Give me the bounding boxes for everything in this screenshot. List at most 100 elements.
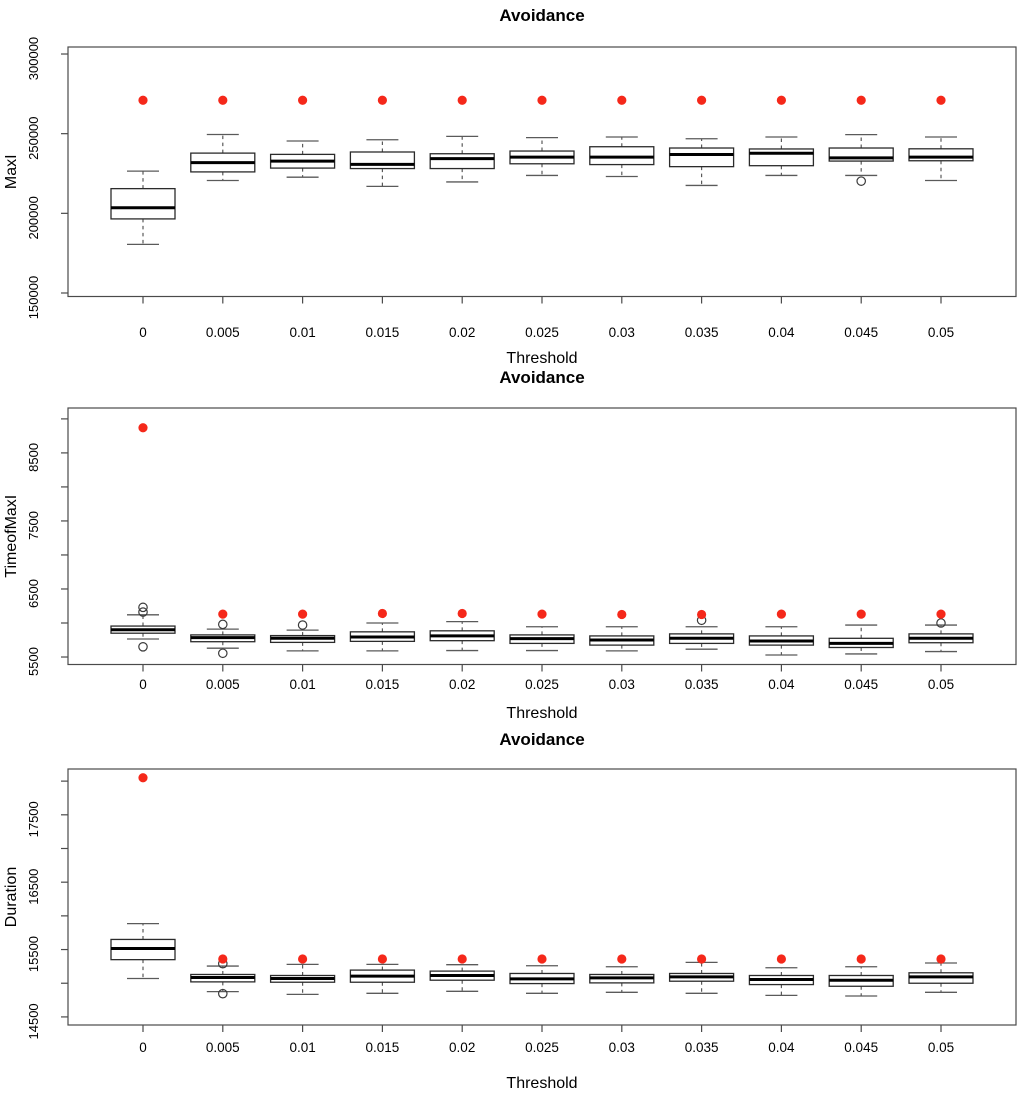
iqr-box: [748, 148, 815, 167]
red-marker-point: [617, 954, 627, 964]
boxplot-threshold-0.01: [269, 95, 336, 178]
red-marker-point: [537, 95, 547, 105]
chart-title: Avoidance: [499, 730, 584, 749]
iqr-box: [349, 151, 416, 170]
x-axis-label: Threshold: [506, 350, 577, 367]
red-marker-point: [218, 95, 228, 105]
x-tick-label: 0.005: [206, 325, 240, 340]
red-marker-point: [697, 609, 707, 620]
x-tick-label: 0.015: [366, 1040, 400, 1055]
boxplot-threshold-0.04: [748, 95, 815, 177]
red-marker-point: [218, 609, 228, 619]
red-marker-point: [697, 95, 707, 105]
red-marker-point: [457, 954, 467, 964]
red-marker-point: [298, 609, 308, 619]
chart-maxi: Avoidance 150000 200000 250000 300000 MaxI 0 0.…: [3, 6, 1017, 367]
red-marker-point: [537, 954, 547, 964]
x-tick-label: 0.035: [685, 677, 719, 692]
boxplot-threshold-0: [110, 95, 176, 246]
boxplot-threshold-0.045: [828, 95, 894, 186]
boxplot-threshold-0.045: [828, 954, 894, 997]
x-tick-label: 0.045: [844, 325, 878, 340]
red-marker-point: [856, 954, 866, 964]
x-tick-label: 0.02: [449, 677, 475, 692]
outlier-point: [218, 648, 228, 659]
red-marker-point: [617, 95, 627, 105]
boxplot-threshold-0.04: [748, 609, 815, 656]
boxplot-threshold-0.005: [190, 95, 256, 182]
y-tick-label: 17500: [26, 801, 41, 837]
x-tick-label: 0.025: [525, 677, 559, 692]
red-marker-point: [298, 954, 308, 964]
red-marker-point: [617, 609, 627, 620]
boxplot-threshold-0.04: [748, 954, 815, 997]
red-marker-point: [936, 609, 946, 619]
x-tick-label: 0.02: [449, 325, 475, 340]
iqr-box: [429, 153, 495, 170]
x-tick-label: 0.03: [609, 325, 635, 340]
red-marker-point: [457, 95, 467, 105]
red-marker-point: [138, 773, 148, 783]
y-tick-label: 150000: [26, 276, 41, 319]
x-tick-label: 0.03: [609, 677, 635, 692]
chart-duration: Avoidance 14500 15500 16500 17500 Duration 0 0.…: [3, 730, 1017, 1092]
red-marker-point: [377, 95, 387, 105]
red-marker-point: [298, 95, 308, 105]
boxplot-threshold-0.015: [349, 608, 416, 652]
y-tick-label: 200000: [26, 196, 41, 239]
x-tick-label: 0.035: [685, 325, 719, 340]
boxplot-threshold-0: [110, 773, 176, 980]
chart-title: Avoidance: [499, 6, 584, 25]
y-tick-label: 7500: [26, 511, 41, 540]
red-marker-point: [537, 609, 547, 619]
x-tick-label: 0.04: [768, 677, 795, 692]
x-tick-label: 0.035: [685, 1040, 719, 1055]
boxplot-threshold-0.02: [429, 95, 495, 183]
red-marker-point: [377, 954, 387, 964]
y-tick-label: 15500: [26, 936, 41, 972]
boxplot-threshold-0.01: [269, 954, 336, 995]
boxplot-threshold-0.03: [589, 954, 655, 993]
boxplot-threshold-0.035: [668, 954, 735, 994]
outlier-point: [936, 618, 946, 628]
red-marker-point: [776, 95, 787, 105]
y-tick-label: 5500: [26, 647, 41, 676]
boxplot-threshold-0.03: [589, 95, 655, 178]
y-tick-label: 300000: [26, 37, 41, 80]
boxplot-threshold-0.02: [429, 608, 495, 652]
boxplot-threshold-0.02: [429, 954, 495, 992]
iqr-box: [110, 187, 176, 220]
y-tick-label: 6500: [26, 579, 41, 608]
x-tick-label: 0: [139, 677, 147, 692]
red-marker-point: [776, 954, 787, 964]
x-tick-label: 0.05: [928, 1040, 954, 1055]
outlier-point: [856, 176, 866, 186]
outlier-point: [297, 620, 308, 630]
boxplot-threshold-0.03: [589, 609, 655, 652]
chart-timeofmaxi: Avoidance 5500 6500 7500 8500 TimeofMaxI 0 0.00…: [3, 368, 1017, 722]
outlier-point: [138, 607, 148, 617]
x-tick-label: 0: [139, 1040, 147, 1055]
outlier-point: [138, 602, 148, 613]
x-tick-label: 0.025: [525, 325, 559, 340]
outlier-point: [138, 642, 148, 652]
boxplot-threshold-0.045: [828, 609, 894, 655]
x-tick-label: 0.01: [289, 1040, 315, 1055]
boxplot-threshold-0: [110, 423, 176, 652]
x-tick-label: 0.05: [928, 677, 954, 692]
x-tick-label: 0.02: [449, 1040, 475, 1055]
y-axis-label: MaxI: [3, 154, 20, 189]
red-marker-point: [457, 608, 467, 619]
x-tick-label: 0.03: [609, 1040, 635, 1055]
boxplot-threshold-0.05: [908, 609, 974, 653]
boxplot-threshold-0.035: [668, 95, 735, 187]
x-tick-label: 0.015: [366, 677, 400, 692]
red-marker-point: [218, 954, 228, 964]
x-tick-label: 0.015: [366, 325, 400, 340]
boxplot-threshold-0.025: [509, 954, 575, 994]
red-marker-point: [856, 95, 866, 105]
iqr-box: [908, 148, 974, 162]
x-tick-label: 0.045: [844, 1040, 878, 1055]
